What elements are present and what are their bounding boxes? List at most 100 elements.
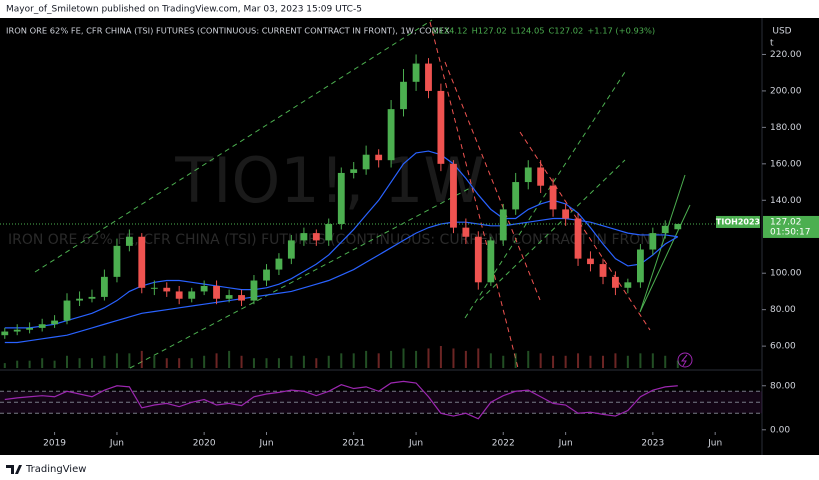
footer-brand: TradingView xyxy=(25,464,86,475)
x-tick-label: 2020 xyxy=(193,439,216,449)
watermark-sub: IRON ORE 62% FE, CFR CHINA (TSI) FUTURES… xyxy=(8,232,665,248)
candle-body xyxy=(636,249,644,283)
volume-bar xyxy=(240,355,243,368)
volume-bar xyxy=(28,360,31,368)
rsi-line xyxy=(4,380,678,420)
candle-body xyxy=(362,154,370,170)
candle-body xyxy=(150,287,158,289)
candle-body xyxy=(275,258,283,270)
candle-body xyxy=(125,236,133,246)
volume-bar xyxy=(427,348,430,368)
ohlc-label: C127.02 xyxy=(549,26,584,36)
footer-bar xyxy=(0,455,819,480)
candle-body xyxy=(26,327,34,330)
candle-body xyxy=(163,287,171,292)
volume-bar xyxy=(539,353,542,368)
candle-body xyxy=(437,90,445,164)
x-tick-label: 2021 xyxy=(342,439,365,449)
x-tick-label: Jun xyxy=(558,439,573,449)
volume-bar xyxy=(290,355,293,368)
candle-body xyxy=(649,233,657,250)
volume-bar xyxy=(489,353,492,368)
volume-bar xyxy=(41,358,44,368)
candle-body xyxy=(425,63,432,91)
y-tick-label: 180.00 xyxy=(770,123,802,133)
volume-bar xyxy=(315,358,318,368)
ohlc-label: O124.12 xyxy=(432,26,468,36)
candle-body xyxy=(524,167,532,183)
alert-icon[interactable] xyxy=(677,352,693,368)
volume-bar xyxy=(153,355,156,368)
x-tick-label: Jun xyxy=(707,439,722,449)
candle-body xyxy=(138,236,146,288)
volume-bar xyxy=(302,355,305,368)
candle-body xyxy=(188,291,196,299)
volume-bar xyxy=(16,360,19,368)
trend-line xyxy=(34,19,433,273)
candle-body xyxy=(537,167,545,186)
candle-body xyxy=(450,163,457,228)
candle-body xyxy=(250,280,258,301)
volume-bar xyxy=(327,355,330,368)
volume-bar xyxy=(527,350,530,368)
volume-bar xyxy=(439,346,442,368)
logo xyxy=(6,465,22,474)
unit: t xyxy=(770,39,774,49)
candle-body xyxy=(574,218,582,259)
candle-body xyxy=(474,236,482,283)
trend-line xyxy=(479,159,626,301)
ohlc-label: H127.02 xyxy=(472,26,507,36)
candle-body xyxy=(387,109,395,161)
volume-bar xyxy=(228,350,231,368)
y-tick-label: 140.00 xyxy=(770,196,802,206)
legend-title: IRON ORE 62% FE, CFR CHINA (TSI) FUTURES… xyxy=(6,26,450,36)
volume-bar xyxy=(639,353,642,368)
candle-body xyxy=(549,185,557,210)
x-tick-label: Jun xyxy=(258,439,273,449)
candle-body xyxy=(213,285,220,299)
candle-body xyxy=(200,285,208,292)
y-tick-label: 160.00 xyxy=(770,159,802,169)
price-tag-value: 127.02 xyxy=(770,217,802,227)
price-tag xyxy=(763,215,819,238)
trend-line xyxy=(639,204,691,313)
volume-bar xyxy=(66,355,69,368)
volume-bar xyxy=(626,355,629,368)
volume-bar xyxy=(602,355,605,368)
volume-bar xyxy=(265,358,268,368)
volume-bar xyxy=(514,353,517,368)
candle-body xyxy=(325,223,333,241)
volume-bar xyxy=(477,348,480,368)
candle-body xyxy=(287,240,295,259)
candle-body xyxy=(400,81,407,110)
volume-bar xyxy=(589,355,592,368)
volume-bar xyxy=(78,358,81,368)
trend-line xyxy=(519,131,651,331)
ohlc-label: +1.17 (+0.93%) xyxy=(587,26,655,36)
volume-bar xyxy=(365,350,368,368)
symbol-tag-bg xyxy=(716,215,760,228)
candle-body xyxy=(375,154,383,161)
x-tick-label: 2022 xyxy=(492,439,515,449)
candle-body xyxy=(38,324,46,328)
volume-bar xyxy=(203,355,206,368)
candle-body xyxy=(462,227,470,237)
volume-bar xyxy=(377,353,380,368)
x-tick-label: 2023 xyxy=(641,439,664,449)
candle-body xyxy=(512,182,520,210)
rsi-tick-label: 80.00 xyxy=(770,381,796,391)
candle-body xyxy=(238,295,245,301)
candle-body xyxy=(487,240,495,283)
volume-bar xyxy=(340,353,343,368)
volume-bar xyxy=(90,358,93,368)
candle-body xyxy=(312,233,320,241)
volume-bar xyxy=(103,355,106,368)
candle-body xyxy=(225,295,233,299)
volume-bar xyxy=(564,355,567,368)
volume-bar xyxy=(352,353,355,368)
volume-bar xyxy=(577,353,580,368)
volume-bar xyxy=(402,348,405,368)
y-tick-label: 60.00 xyxy=(770,342,796,352)
candle-body xyxy=(337,172,345,224)
volume-bar xyxy=(140,350,143,368)
